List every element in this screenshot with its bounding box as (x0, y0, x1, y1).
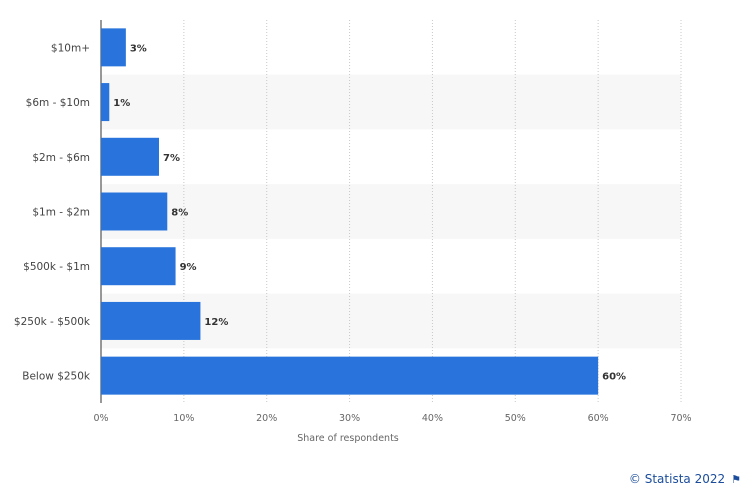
x-axis-title: Share of respondents (297, 433, 399, 444)
data-label: 3% (130, 43, 147, 54)
x-tick-labels: 0% 10% 20% 30% 40% 50% 60% 70% (93, 413, 691, 424)
bar[interactable] (101, 83, 110, 122)
data-label: 60% (602, 372, 626, 383)
bar[interactable] (101, 28, 126, 67)
category-label: $1m - $2m (32, 207, 90, 219)
category-label: $500k - $1m (23, 261, 90, 273)
x-tick-label: 0% (93, 413, 108, 424)
bars (101, 28, 599, 395)
data-label: 7% (163, 153, 180, 164)
credit-text: © Statista 2022 (628, 472, 726, 486)
bar[interactable] (101, 356, 599, 395)
x-tick-label: 10% (173, 413, 194, 424)
x-tick-label: 30% (339, 413, 360, 424)
credit[interactable]: © Statista 2022 ⚑ (629, 472, 741, 486)
bar[interactable] (101, 247, 176, 286)
x-tick-label: 60% (588, 413, 609, 424)
data-labels: 3% 1% 7% 8% 9% 12% 60% (113, 43, 626, 382)
bar[interactable] (101, 192, 168, 231)
x-tick-label: 70% (670, 413, 691, 424)
gridlines (183, 20, 682, 403)
data-label: 1% (113, 98, 130, 109)
category-label: Below $250k (22, 371, 91, 383)
category-label: $2m - $6m (32, 152, 90, 164)
data-label: 9% (180, 262, 197, 273)
category-labels: $10m+ $6m - $10m $2m - $6m $1m - $2m $500k -… (14, 42, 91, 382)
x-tick-label: 40% (422, 413, 443, 424)
bar[interactable] (101, 301, 201, 340)
category-label: $250k - $500k (14, 316, 91, 328)
x-tick-label: 20% (256, 413, 277, 424)
data-label: 8% (171, 208, 188, 219)
row-band (101, 74, 681, 130)
bar[interactable] (101, 137, 159, 176)
category-label: $10m+ (51, 42, 90, 54)
row-band (101, 184, 681, 239)
x-tick-label: 50% (505, 413, 526, 424)
flag-icon[interactable]: ⚑ (731, 473, 741, 486)
category-label: $6m - $10m (26, 97, 90, 109)
data-label: 12% (204, 317, 228, 328)
